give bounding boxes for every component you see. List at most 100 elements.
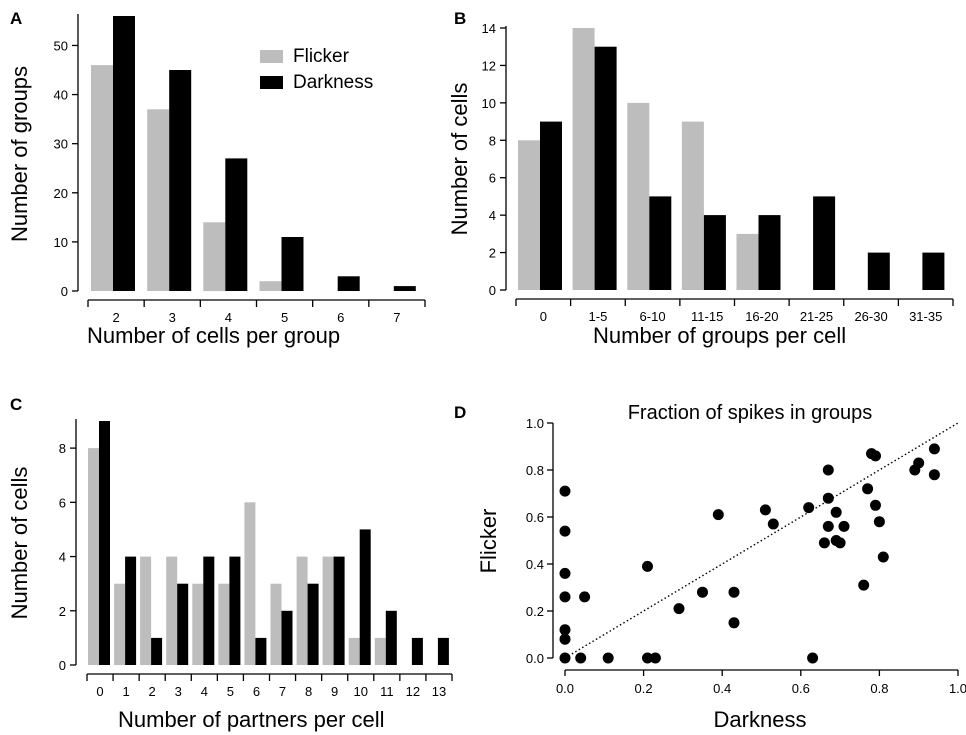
y-tick-label: 8 xyxy=(59,441,66,456)
bar-flicker-10 xyxy=(348,637,360,665)
y-tick-label: 4 xyxy=(59,550,66,565)
chart-title: Fraction of spikes in groups xyxy=(628,402,873,424)
bar-darkness-0 xyxy=(99,421,110,665)
data-point xyxy=(728,617,740,629)
bar-flicker-0 xyxy=(518,140,540,290)
bar-darkness-3 xyxy=(703,215,726,290)
x-tick-label: 0.6 xyxy=(792,681,810,696)
data-point xyxy=(870,450,881,462)
x-tick-label: 13 xyxy=(432,684,446,699)
y-tick-label: 2 xyxy=(59,604,66,619)
data-point xyxy=(642,560,653,572)
data-point xyxy=(928,443,940,455)
x-tick-label: 12 xyxy=(406,684,420,699)
bar-flicker-5 xyxy=(218,583,230,665)
bar-darkness-12 xyxy=(411,637,423,665)
x-tick-label: 21-25 xyxy=(800,309,833,324)
panel-a: A 0 10 20 30 40 50 2 3 4 5 6 7 Number of cells per gr… xyxy=(7,9,426,348)
y-tick-label: 0.8 xyxy=(526,463,544,478)
bar-darkness-13 xyxy=(437,637,449,665)
bar-flicker-4 xyxy=(192,583,204,665)
data-point xyxy=(642,652,653,664)
bar-darkness-2 xyxy=(649,196,672,290)
bar-darkness-10 xyxy=(359,529,371,665)
bar-flicker-3 xyxy=(259,281,282,291)
bar-flicker-3 xyxy=(166,556,178,665)
x-tick-label: 6-10 xyxy=(640,309,666,324)
data-point xyxy=(579,591,591,603)
data-point xyxy=(559,591,571,603)
bar-flicker-1 xyxy=(572,28,595,290)
panel-letter-c: C xyxy=(10,395,22,414)
bar-darkness-4 xyxy=(758,215,781,290)
x-tick-label: 1-5 xyxy=(589,309,608,324)
x-tick-label: 2 xyxy=(112,310,119,325)
y-tick-label: 4 xyxy=(489,208,496,223)
x-tick-label: 26-30 xyxy=(854,309,887,324)
bar-flicker-6 xyxy=(244,502,256,665)
bar-flicker-3 xyxy=(681,121,704,290)
bar-darkness-4 xyxy=(337,276,360,291)
y-axis-label: Number of cells xyxy=(7,467,32,620)
x-tick-label: 5 xyxy=(281,310,288,325)
bar-darkness-3 xyxy=(281,237,304,291)
bar-darkness-5 xyxy=(393,286,416,291)
y-tick-label: 0 xyxy=(59,658,66,673)
bar-darkness-9 xyxy=(333,556,345,665)
bar-darkness-7 xyxy=(922,252,945,290)
y-tick-label: 0 xyxy=(61,284,68,299)
y-tick-label: 6 xyxy=(59,495,66,510)
x-tick-label: 3 xyxy=(175,684,182,699)
data-point xyxy=(559,624,571,636)
y-tick-label: 0 xyxy=(489,283,496,298)
x-axis-label: Number of groups per cell xyxy=(593,323,846,348)
legend-swatch-darkness xyxy=(260,76,283,89)
bar-flicker-9 xyxy=(322,556,334,665)
bar-darkness-1 xyxy=(169,70,192,291)
data-point xyxy=(822,492,834,504)
x-axis-label: Number of cells per group xyxy=(87,323,340,348)
y-tick-label: 2 xyxy=(489,246,496,261)
y-tick-label: 30 xyxy=(54,137,68,152)
bar-darkness-2 xyxy=(225,158,248,291)
data-point xyxy=(767,518,779,530)
bar-darkness-4 xyxy=(203,556,215,665)
x-tick-label: 7 xyxy=(279,684,286,699)
legend-swatch-flicker xyxy=(260,50,283,63)
bar-flicker-2 xyxy=(203,222,226,292)
data-point xyxy=(834,537,846,549)
x-tick-label: 0 xyxy=(540,309,547,324)
data-point xyxy=(712,509,724,521)
fit-line xyxy=(564,422,959,659)
x-axis-label: Darkness xyxy=(714,707,807,732)
x-tick-label: 0 xyxy=(96,684,103,699)
legend-label-darkness: Darkness xyxy=(293,72,373,93)
y-tick-label: 8 xyxy=(489,133,496,148)
y-tick-label: 10 xyxy=(482,96,496,111)
data-point xyxy=(575,652,587,664)
y-tick-label: 0.0 xyxy=(526,651,544,666)
data-point xyxy=(913,457,925,469)
data-point xyxy=(870,499,881,511)
x-tick-label: 0.2 xyxy=(635,681,653,696)
x-tick-label: 1.0 xyxy=(949,681,966,696)
x-tick-label: 10 xyxy=(354,684,368,699)
x-tick-label: 11 xyxy=(380,684,394,699)
x-tick-label: 0.4 xyxy=(713,681,731,696)
x-tick-label: 7 xyxy=(393,310,400,325)
panel-letter-b: B xyxy=(454,9,466,28)
y-tick-label: 0.2 xyxy=(526,604,544,619)
bar-darkness-8 xyxy=(307,583,319,665)
data-point xyxy=(759,504,771,516)
bar-darkness-5 xyxy=(813,196,836,290)
y-tick-label: 6 xyxy=(489,171,496,186)
data-point xyxy=(803,502,815,514)
y-tick-label: 0.4 xyxy=(526,557,544,572)
data-point xyxy=(602,652,614,664)
x-tick-label: 4 xyxy=(201,684,208,699)
data-point xyxy=(822,520,834,532)
data-point xyxy=(559,525,571,537)
data-point xyxy=(728,586,740,598)
bar-darkness-1 xyxy=(594,46,617,291)
